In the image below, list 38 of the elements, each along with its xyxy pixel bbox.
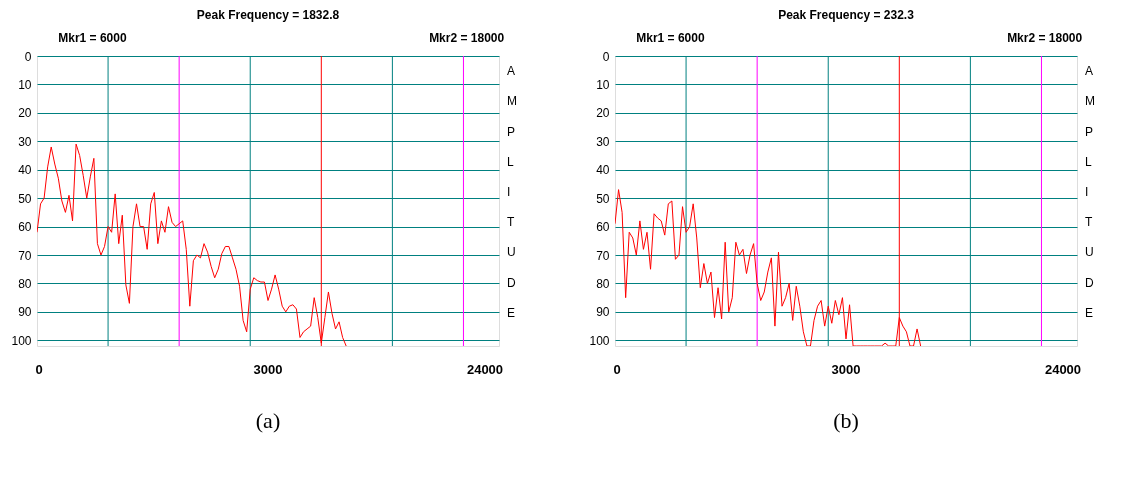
y-tick-label: 50 [596, 191, 610, 206]
chart-title: Peak Frequency = 1832.8 [196, 8, 340, 22]
y-tick-label: 100 [589, 333, 610, 348]
y-tick-label: 90 [596, 305, 610, 320]
y-tick-label: 20 [596, 106, 610, 121]
text: 0 [35, 362, 43, 377]
y-tick-label: 30 [596, 134, 610, 149]
y-tick-label: 70 [18, 248, 32, 263]
y-tick-label: 60 [18, 220, 32, 235]
text: 24000 [466, 362, 504, 377]
chart-title: Peak Frequency = 232.3 [778, 8, 915, 22]
y-tick-label: 80 [596, 276, 610, 291]
text: (a) [255, 408, 281, 433]
y-tick-label: 50 [18, 191, 32, 206]
y-tick-label: 100 [11, 333, 32, 348]
y-tick-label: 40 [18, 163, 32, 178]
y-tick-label: 10 [18, 77, 32, 92]
text: (b) [833, 408, 859, 433]
y-tick-label: 0 [24, 49, 32, 64]
text: Mkr1 = 6000 [58, 31, 127, 45]
text: 3000 [831, 362, 861, 377]
text: 3000 [253, 362, 283, 377]
y-tick-label: 70 [596, 248, 610, 263]
y-tick-label: 80 [18, 276, 32, 291]
text: Mkr2 = 18000 [429, 31, 505, 45]
y-tick-label: 20 [18, 106, 32, 121]
text: Mkr1 = 6000 [636, 31, 705, 45]
text: 24000 [1044, 362, 1082, 377]
y-tick-label: 90 [18, 305, 32, 320]
text: AMPLITUDE [507, 64, 517, 320]
text: Mkr2 = 18000 [1007, 31, 1083, 45]
y-tick-label: 0 [602, 49, 610, 64]
y-tick-label: 40 [596, 163, 610, 178]
y-tick-label: 10 [596, 77, 610, 92]
y-tick-label: 60 [596, 220, 610, 235]
y-tick-label: 30 [18, 134, 32, 149]
text: 0 [613, 362, 621, 377]
text: AMPLITUDE [1085, 64, 1095, 320]
